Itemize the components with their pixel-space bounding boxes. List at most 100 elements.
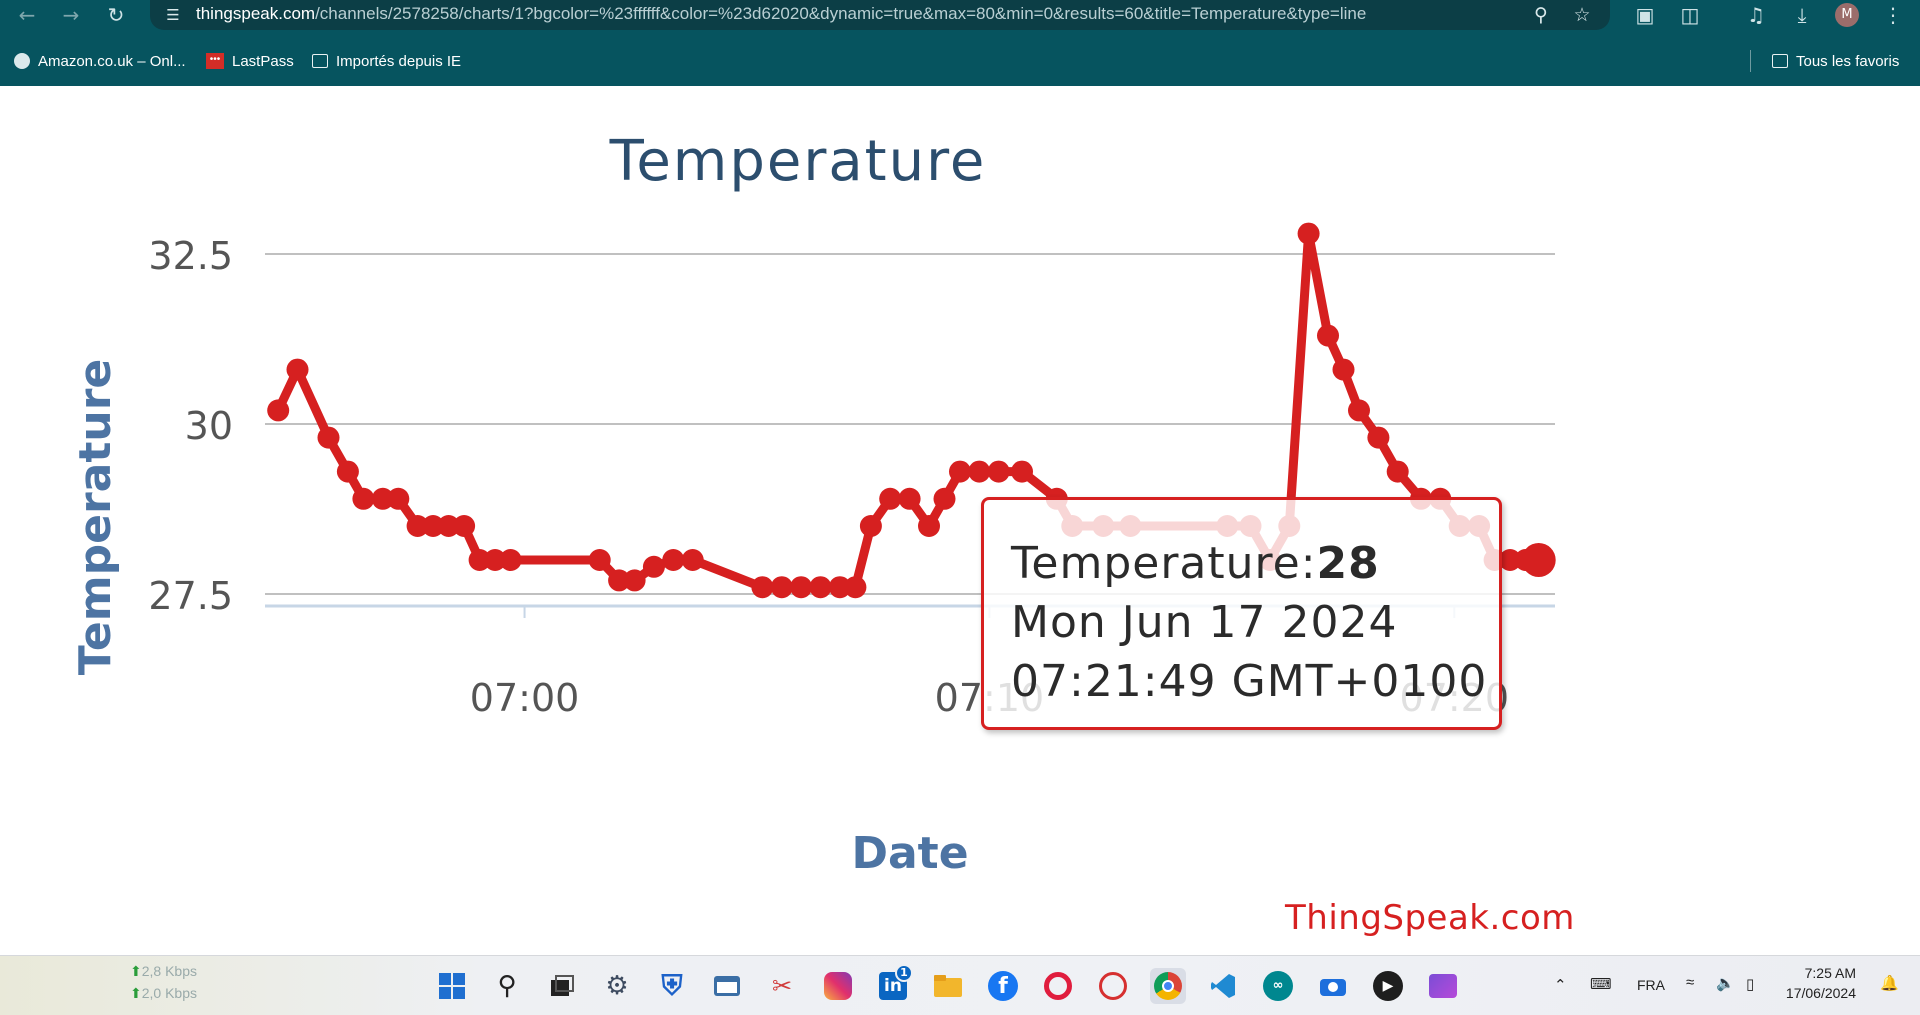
net-up-value: 2,8 Kbps — [141, 963, 197, 979]
data-point[interactable] — [437, 515, 460, 537]
data-point[interactable] — [453, 515, 476, 537]
data-point[interactable] — [588, 549, 611, 571]
zoom-icon[interactable]: ⚲ — [1534, 4, 1548, 26]
vscode-icon[interactable] — [1205, 968, 1241, 1004]
data-point[interactable] — [968, 460, 991, 483]
x-axis-label: Date — [851, 828, 968, 879]
data-point[interactable] — [371, 487, 394, 510]
data-point[interactable] — [933, 487, 956, 510]
data-point[interactable] — [1499, 549, 1522, 571]
data-point[interactable] — [336, 460, 359, 483]
settings-icon[interactable]: ⚙ — [605, 971, 629, 1001]
task-view-icon[interactable] — [544, 968, 580, 1004]
url-host: thingspeak.com — [196, 4, 316, 23]
y-axis-label: Temperature — [70, 359, 121, 676]
notification-bell-icon[interactable]: 🔔 — [1880, 975, 1899, 992]
instagram-icon[interactable] — [820, 968, 856, 1004]
data-point[interactable] — [1317, 324, 1339, 347]
bookmark-star-icon[interactable]: ☆ — [1573, 4, 1591, 26]
keyboard-icon[interactable]: ⌨ — [1590, 976, 1612, 993]
data-point[interactable] — [317, 426, 340, 449]
data-point[interactable] — [828, 576, 851, 599]
download-icon[interactable]: ⤓ — [1797, 3, 1807, 27]
data-point[interactable] — [1386, 460, 1409, 483]
chrome-icon[interactable] — [1150, 968, 1186, 1004]
profile-avatar[interactable]: M — [1835, 3, 1859, 27]
data-point[interactable] — [809, 576, 832, 599]
data-point[interactable] — [484, 549, 507, 571]
data-point[interactable] — [422, 515, 445, 537]
site-settings-icon[interactable]: ☰ — [166, 6, 180, 24]
data-point[interactable] — [267, 399, 290, 422]
highlighted-data-point[interactable] — [1521, 543, 1556, 577]
data-point[interactable] — [642, 555, 665, 578]
data-point[interactable] — [662, 549, 685, 571]
data-point[interactable] — [387, 487, 410, 510]
data-point[interactable] — [918, 515, 940, 537]
data-point[interactable] — [681, 549, 704, 571]
snipping-tool-icon[interactable]: ✂ — [771, 972, 793, 1000]
address-bar[interactable]: ☰ thingspeak.com/channels/2578258/charts… — [150, 0, 1610, 30]
terminal-icon[interactable] — [709, 968, 745, 1004]
language-indicator[interactable]: FRA — [1637, 977, 1665, 993]
data-point[interactable] — [949, 460, 971, 483]
data-point[interactable] — [406, 515, 429, 537]
data-point[interactable] — [879, 487, 902, 510]
bookmark-lastpass[interactable]: ••• LastPass — [206, 50, 294, 72]
url-text[interactable]: thingspeak.com/channels/2578258/charts/1… — [196, 4, 1366, 24]
all-bookmarks[interactable]: Tous les favoris — [1772, 50, 1899, 72]
camera-icon[interactable] — [1315, 968, 1351, 1004]
defender-icon[interactable]: ⛨ — [661, 969, 683, 1002]
data-point[interactable] — [286, 358, 309, 381]
tooltip-value-line: Temperature:28 — [1011, 534, 1499, 593]
clock-time[interactable]: 7:25 AM — [1804, 965, 1856, 981]
opera-icon[interactable] — [1040, 968, 1076, 1004]
bookmark-folder-ie[interactable]: Importés depuis IE — [312, 50, 461, 72]
data-point[interactable] — [1332, 358, 1355, 381]
data-point[interactable] — [790, 576, 813, 599]
media-player-icon[interactable]: ▶ — [1370, 968, 1406, 1004]
thingspeak-credit-link[interactable]: ThingSpeak.com — [1285, 898, 1575, 938]
back-arrow-icon[interactable]: ← — [18, 3, 36, 27]
data-point[interactable] — [468, 549, 491, 571]
bookmark-amazon[interactable]: Amazon.co.uk – Onl... — [14, 50, 186, 72]
data-point[interactable] — [859, 515, 882, 537]
linkedin-icon[interactable]: in 1 — [875, 964, 913, 1004]
data-point[interactable] — [1297, 222, 1320, 245]
data-point[interactable] — [844, 576, 867, 599]
net-down-value: 2,0 Kbps — [141, 985, 197, 1001]
clipchamp-icon[interactable] — [1425, 968, 1461, 1004]
facebook-icon[interactable]: f — [985, 968, 1021, 1004]
data-point[interactable] — [1348, 399, 1370, 422]
data-point[interactable] — [751, 576, 774, 599]
data-point[interactable] — [770, 576, 793, 599]
browser-chrome: ← → ↻ ☰ thingspeak.com/channels/2578258/… — [0, 0, 1920, 86]
data-point[interactable] — [608, 569, 631, 592]
screen-capture-icon[interactable]: ▣ — [1635, 3, 1655, 27]
battery-icon[interactable]: ▯ — [1746, 976, 1755, 993]
extensions-icon[interactable]: ◫ — [1680, 3, 1700, 27]
tray-expand-icon[interactable]: ⌃ — [1554, 977, 1567, 994]
wifi-icon[interactable]: ≈ — [1686, 974, 1695, 991]
media-control-icon[interactable]: ♫ — [1747, 3, 1765, 27]
bookmarks-divider — [1750, 50, 1751, 72]
forward-arrow-icon[interactable]: → — [62, 3, 80, 27]
data-point[interactable] — [1367, 426, 1390, 449]
data-point[interactable] — [352, 487, 375, 510]
data-point[interactable] — [898, 487, 921, 510]
search-icon[interactable]: ⚲ — [497, 971, 517, 1001]
data-point[interactable] — [623, 569, 646, 592]
sync-icon[interactable] — [1095, 968, 1131, 1004]
data-point[interactable] — [499, 549, 522, 571]
file-explorer-icon[interactable] — [930, 968, 966, 1004]
menu-kebab-icon[interactable]: ⋮ — [1883, 3, 1903, 27]
volume-icon[interactable]: 🔈 — [1716, 975, 1735, 992]
reload-icon[interactable]: ↻ — [107, 3, 125, 27]
windows-start-icon[interactable] — [434, 968, 470, 1004]
data-point[interactable] — [1011, 460, 1033, 483]
arduino-icon[interactable]: ∞ — [1260, 968, 1296, 1004]
data-point[interactable] — [987, 460, 1010, 483]
bookmark-label: LastPass — [232, 52, 294, 70]
clock-date[interactable]: 17/06/2024 — [1785, 985, 1856, 1001]
